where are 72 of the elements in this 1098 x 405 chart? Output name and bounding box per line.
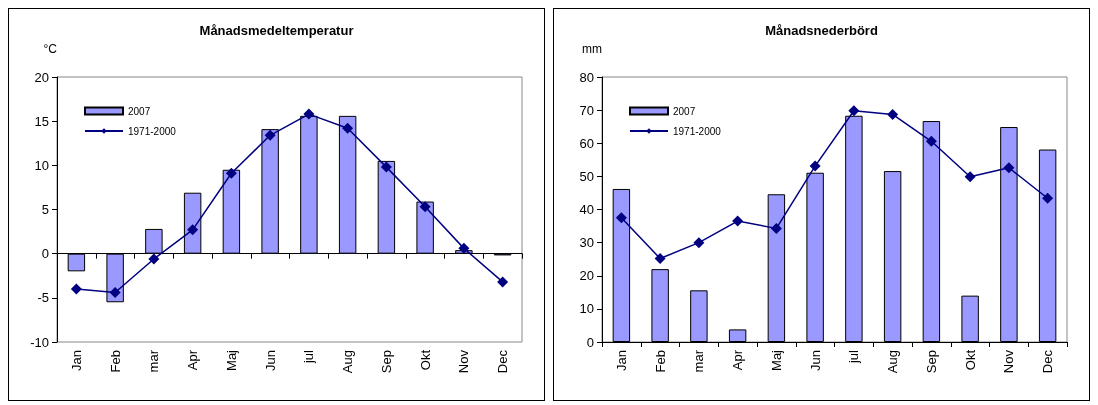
y-tick-label: 50 [579,168,594,184]
x-tick-label: Sep [378,350,394,374]
y-tick-label: -10 [30,334,49,350]
y-tick-label: 20 [34,69,49,85]
legend-label: 2007 [673,105,696,117]
chart-title: Månadsnederbörd [765,23,878,38]
x-tick-label: Apr [730,349,746,371]
y-tick-label: 20 [579,268,594,284]
x-tick-label: Jun [262,350,278,371]
y-axis-title: °C [43,42,58,56]
point [187,224,199,236]
x-tick-label: Okt [962,349,978,371]
point [458,242,470,254]
point [770,222,782,234]
x-tick-label: Feb [107,350,123,373]
x-tick-label: Nov [456,349,472,374]
y-tick-label: 80 [579,69,594,85]
point [380,161,392,173]
point [264,129,276,141]
point [887,108,899,120]
point [70,283,82,295]
point [148,253,160,265]
x-tick-label: Jun [807,350,823,371]
x-tick-label: Sep [923,350,939,374]
y-tick-label: 40 [579,202,594,217]
x-tick-label: jul [301,349,317,365]
x-tick-label: Dec [1040,349,1056,374]
y-tick-label: 15 [34,113,49,129]
x-tick-label: Okt [417,349,433,371]
point [303,108,315,120]
y-tick-label: 10 [579,301,594,317]
point [225,167,237,179]
legend-label: 2007 [128,105,151,117]
x-tick-label: Jan [68,350,84,371]
y-tick-label: -5 [37,290,49,306]
point [964,171,976,183]
x-tick-label: Maj [768,349,784,371]
x-tick-label: Apr [185,349,201,371]
y-tick-label: 5 [41,202,49,217]
point [1042,192,1054,204]
point [109,287,121,299]
legend-label: 1971-2000 [128,125,177,137]
point [732,215,744,227]
x-tick-label: Feb [652,350,668,373]
point [693,237,705,249]
y-tick-label: 70 [579,102,594,118]
x-tick-label: mar [146,349,162,373]
y-tick-label: 0 [41,246,49,262]
y-tick-label: 0 [586,334,594,350]
x-tick-label: Nov [1001,349,1017,374]
point [419,201,431,213]
x-tick-label: Dec [495,349,511,374]
x-tick-label: mar [691,349,707,373]
x-tick-label: Jan [613,350,629,371]
chart-title: Månadsmedeltemperatur [199,23,354,38]
point [848,105,860,117]
y-tick-label: 30 [579,235,594,251]
point [342,122,354,134]
x-tick-label: Aug [885,350,901,374]
y-axis-title: mm [582,42,602,56]
point [497,276,509,288]
y-tick-label: 60 [579,135,594,151]
x-tick-label: jul [846,349,862,365]
x-tick-label: Maj [223,349,239,371]
point [654,253,666,265]
legend-label: 1971-2000 [673,125,722,137]
point [1003,162,1015,174]
point [615,212,627,224]
x-tick-label: Aug [340,350,356,374]
point [809,160,821,172]
y-tick-label: 10 [34,157,49,173]
point [925,135,937,147]
